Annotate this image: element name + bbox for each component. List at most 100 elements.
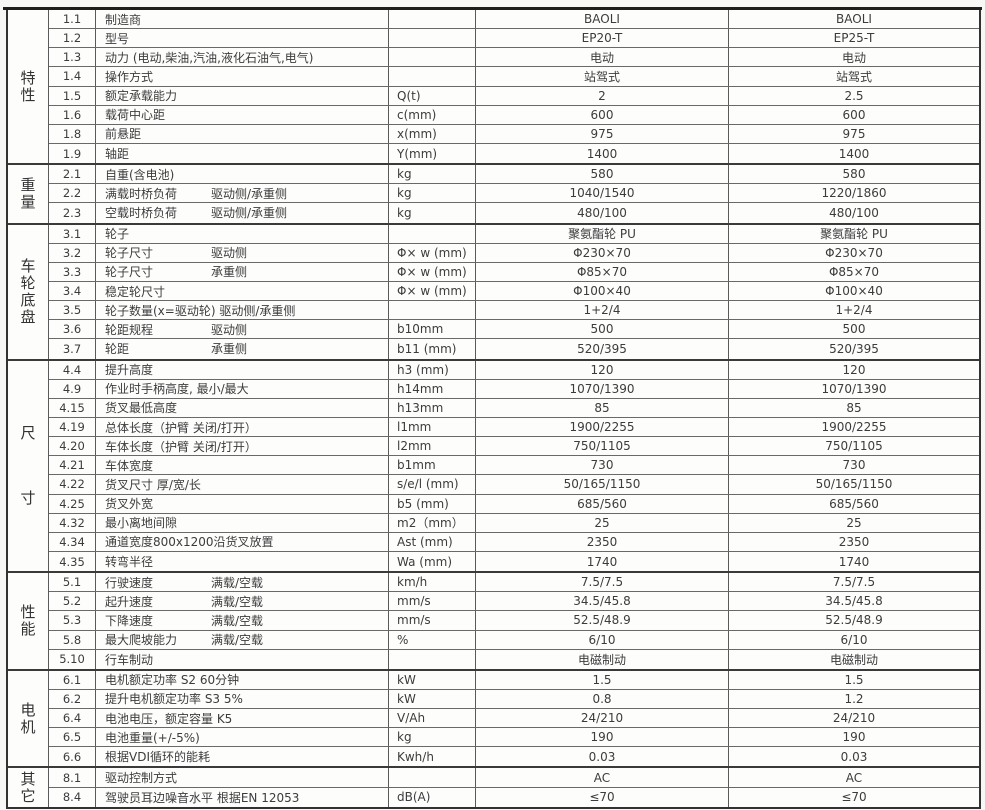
description-text: 满载时桥负荷: [105, 186, 178, 201]
description-text: 前悬距: [105, 127, 142, 142]
cell-row-id: 6.6: [49, 747, 96, 767]
cell-value-ep20t: 500: [476, 320, 729, 339]
cell-row-id: 3.3: [49, 262, 96, 281]
cell-description: 货叉外宽: [96, 494, 389, 513]
cell-value-ep25t: Φ230×70: [825, 245, 883, 260]
description-subtext: 满载/空载: [211, 633, 264, 648]
description-text: 车体长度（护臂 关闭/打开）: [105, 439, 257, 454]
description-text: 额定承载能力: [105, 89, 178, 104]
cell-value-ep25t: AC: [845, 770, 863, 785]
cell-value-ep25t: 24/210: [832, 711, 876, 726]
cell-row-id: 2.1: [49, 165, 96, 184]
cell-value-ep25t: 1070/1390: [821, 381, 887, 396]
cell-description: 前悬距: [96, 124, 389, 143]
cell-row-id: 4.20: [49, 437, 96, 456]
cell-description: 作业时手柄高度, 最小/最大: [96, 379, 389, 398]
description-text: 货叉尺寸 厚/宽/长: [105, 477, 201, 492]
cell-row-id: 4.9: [49, 379, 96, 398]
description-text: 电池重量(+/-5%): [105, 730, 200, 745]
description-text: 轮距: [105, 342, 130, 357]
description-text: 操作方式: [105, 69, 154, 84]
category-char: 量: [20, 192, 36, 211]
cell-value-ep25t: ≤70: [841, 790, 867, 805]
description-text: 制造商: [105, 12, 142, 27]
cell-value-ep25t: 1.5: [844, 672, 864, 687]
cell-value-ep25t: 1740: [838, 554, 870, 569]
cell-unit: [389, 768, 476, 787]
cell-description: 轴距: [96, 143, 389, 164]
table-row: 4.9 作业时手柄高度, 最小/最大 h14mm 1070/1390 1070/1390: [49, 379, 979, 399]
cell-unit: s/e/l (mm): [389, 475, 476, 494]
description-text: 电池电压，额定容量 K5: [105, 711, 233, 726]
description-text: 轮距规程: [105, 322, 154, 337]
cell-unit: b11 (mm): [389, 339, 476, 359]
table-row: 4.34 通道宽度800x1200沿货叉放置 Ast (mm) 2350 2350: [49, 532, 979, 552]
table-row: 1.6 载荷中心距 c(mm) 600 600: [49, 105, 979, 125]
description-text: 提升高度: [105, 363, 154, 378]
cell-unit: mm/s: [389, 611, 476, 630]
cell-value-ep20t: 520/395: [476, 339, 729, 359]
cell-description: 空载时桥负荷 驱动侧/承重侧: [96, 203, 389, 223]
cell-unit: l1mm: [389, 417, 476, 437]
cell-unit: Y(mm): [389, 143, 476, 164]
cell-value-ep20t: 52.5/48.9: [476, 611, 729, 630]
cell-unit: l2mm: [389, 437, 476, 456]
cell-unit: Φ× w (mm): [389, 281, 476, 301]
cell-row-id: 3.5: [49, 301, 96, 320]
cell-row-id: 6.5: [49, 728, 96, 747]
cell-unit: c(mm): [389, 105, 476, 124]
description-text: 轮子: [105, 227, 130, 242]
cell-description: 驾驶员耳边噪音水平 根据EN 12053: [96, 787, 389, 807]
cell-value-ep20t: 2350: [476, 532, 729, 551]
cell-description: 轮子尺寸 驱动侧: [96, 243, 389, 262]
cell-value-ep25t: 站驾式: [835, 69, 872, 84]
cell-value-ep25t: 1400: [838, 146, 870, 161]
cell-row-id: 5.10: [49, 649, 96, 669]
cell-row-id: 8.4: [49, 787, 96, 807]
cell-description: 额定承载能力: [96, 86, 389, 105]
cell-unit: kg: [389, 728, 476, 747]
cell-unit: h3 (mm): [389, 360, 476, 379]
cell-row-id: 3.1: [49, 224, 96, 243]
cell-description: 满载时桥负荷 驱动侧/承重侧: [96, 184, 389, 203]
description-text: 自重(含电池): [105, 167, 175, 182]
category-char: 机: [20, 717, 36, 736]
cell-description: 稳定轮尺寸: [96, 281, 389, 301]
description-subtext: 满载/空载: [211, 575, 264, 590]
cell-row-id: 2.3: [49, 203, 96, 223]
cell-value-ep25t: 520/395: [829, 341, 879, 356]
cell-value-ep25t: 190: [842, 730, 866, 745]
cell-value-ep20t: 1.5: [476, 670, 729, 689]
description-text: 下降速度: [105, 613, 154, 628]
cell-description: 型号: [96, 29, 389, 48]
cell-unit: %: [389, 630, 476, 649]
cell-unit: m2（mm）: [389, 513, 476, 532]
cell-value-ep25t: 600: [842, 107, 866, 122]
table-row: 4.20 车体长度（护臂 关闭/打开） l2mm 750/1105 750/1105: [49, 437, 979, 457]
cell-unit: b5 (mm): [389, 494, 476, 513]
cell-unit: kg: [389, 203, 476, 223]
cell-row-id: 4.35: [49, 551, 96, 572]
spec-group-6: 电机 6.1 电机额定功率 S2 60分钟 kW 1.5 1.5 6.2 提升电机额定功率 S…: [8, 670, 979, 769]
cell-description: 驱动控制方式: [96, 768, 389, 787]
cell-value-ep25t: 34.5/45.8: [825, 594, 883, 609]
cell-unit: [389, 649, 476, 669]
category-label: 特性: [8, 10, 49, 164]
spec-group-1: 特性 1.1 制造商 BAOLI BAOLI 1.2 型号 EP20-T EP25-T 1.3 动力…: [8, 10, 979, 166]
description-subtext: 满载/空载: [211, 613, 264, 628]
cell-unit: V/Ah: [389, 709, 476, 728]
category-char: 性: [20, 85, 36, 104]
table-row: 8.1 驱动控制方式 AC AC: [49, 768, 979, 788]
cell-value-ep25t: 750/1105: [825, 439, 883, 454]
cell-unit: [389, 48, 476, 67]
cell-unit: Φ× w (mm): [389, 262, 476, 281]
description-subtext: 满载/空载: [211, 594, 264, 609]
description-text: 根据VDI循环的能耗: [105, 750, 210, 765]
cell-unit: h13mm: [389, 398, 476, 417]
cell-value-ep20t: 1400: [476, 143, 729, 164]
group-rows: 4.4 提升高度 h3 (mm) 120 120 4.9 作业时手柄高度, 最小/最大 h14…: [49, 360, 979, 572]
cell-value-ep20t: 24/210: [476, 709, 729, 728]
group-rows: 2.1 自重(含电池) kg 580 580 2.2 满载时桥负荷 驱动侧/承重侧 kg 1040…: [49, 165, 979, 223]
description-text: 最小离地间隙: [105, 516, 178, 531]
cell-row-id: 3.7: [49, 339, 96, 359]
